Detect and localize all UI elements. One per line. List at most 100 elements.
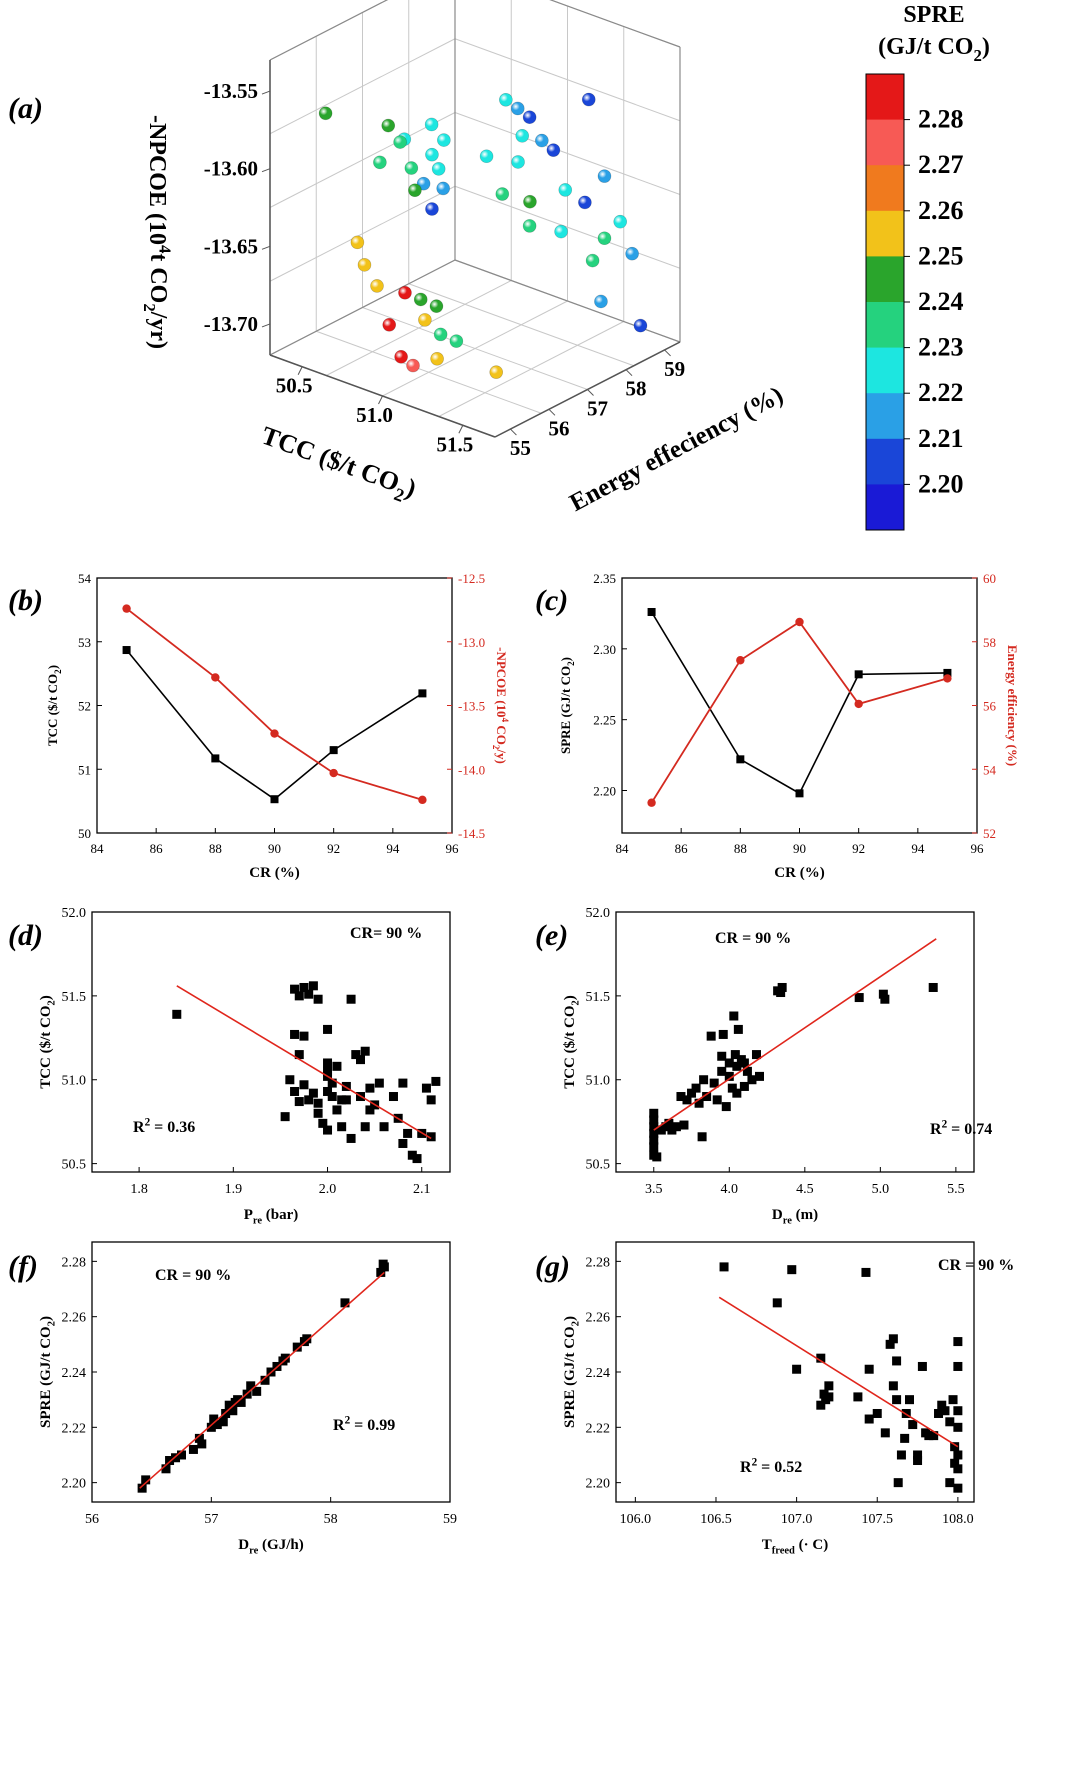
left-y-tick-label: 54: [78, 571, 92, 586]
data-point: [649, 1142, 659, 1152]
z-tick: [261, 245, 271, 250]
data-sphere: [511, 155, 525, 169]
x-tick: [297, 366, 303, 375]
x-tick-label: 58: [324, 1512, 338, 1527]
colorbar-title: SPRE: [903, 2, 964, 28]
data-point: [913, 1456, 923, 1466]
data-sphere: [489, 365, 504, 379]
data-point: [776, 988, 786, 998]
x-axis-title: TCC ($/t CO2): [256, 420, 420, 508]
x-tick-label: 4.0: [721, 1182, 739, 1197]
data-point: [872, 1408, 882, 1418]
data-point: [900, 1433, 910, 1443]
data-point: [206, 1422, 216, 1432]
x-tick-label: 92: [327, 841, 340, 856]
data-point: [908, 1420, 918, 1430]
x-tick-label: 5.5: [947, 1182, 965, 1197]
data-point: [403, 1128, 413, 1138]
colorbar-tick-label: 2.25: [918, 241, 964, 270]
data-point: [888, 1381, 898, 1391]
right-series-point: [122, 604, 131, 613]
data-point: [727, 1083, 737, 1093]
data-point: [302, 1334, 312, 1344]
data-point: [880, 1428, 890, 1438]
data-sphere: [499, 92, 513, 107]
x-tick-label: 2.1: [413, 1182, 431, 1197]
y-tick-label: 51.0: [586, 1074, 611, 1089]
data-sphere: [585, 253, 600, 268]
data-point: [687, 1088, 697, 1098]
data-point: [649, 1135, 659, 1145]
r-squared: R2 = 0.74: [930, 1119, 992, 1138]
data-sphere: [424, 117, 439, 132]
y-tick-label: 2.20: [586, 1477, 611, 1492]
data-point: [937, 1400, 947, 1410]
panel-f: (f) 56 57 58 59 2.20 2.22 2.24 2.26 2.28 Dre (GJ/h…: [8, 1241, 457, 1557]
left-series-point: [854, 670, 863, 679]
data-point: [327, 1092, 337, 1102]
right-y-tick-label: 60: [983, 571, 996, 586]
data-point: [313, 1098, 323, 1108]
y-tick: [510, 428, 517, 436]
left-y-tick-label: 2.20: [593, 784, 616, 799]
x-axis-title: CR (%): [774, 865, 824, 881]
y-tick-label: 2.24: [62, 1366, 87, 1381]
right-series-point: [270, 729, 279, 738]
colorbar-tick-label: 2.21: [918, 424, 964, 453]
x-tick-label: 4.5: [796, 1182, 814, 1197]
data-point: [323, 1024, 333, 1034]
data-point: [953, 1464, 963, 1474]
data-point: [853, 1392, 863, 1402]
x-tick-label: 84: [616, 841, 630, 856]
right-series-point: [211, 673, 220, 682]
data-sphere: [625, 246, 639, 261]
left-y-tick-label: 50: [78, 826, 91, 841]
colorbar-tick-label: 2.24: [918, 287, 964, 316]
y-axis-title: SPRE (GJ/t CO2): [38, 1316, 58, 1428]
data-point: [732, 1088, 742, 1098]
data-point: [356, 1055, 365, 1065]
data-point: [426, 1132, 436, 1142]
panel-label-c: (c): [535, 584, 568, 617]
data-point: [950, 1442, 960, 1452]
data-point: [161, 1464, 171, 1474]
x-tick: [458, 425, 464, 434]
x-tick-label: 84: [91, 841, 105, 856]
y-tick-label: 51.0: [62, 1074, 87, 1089]
data-sphere: [479, 149, 494, 164]
right-y-tick-label: -13.0: [458, 635, 485, 650]
left-series-point: [647, 608, 656, 616]
data-sphere: [350, 235, 365, 250]
data-point: [304, 989, 314, 999]
data-point: [360, 1122, 370, 1132]
data-point: [787, 1265, 797, 1275]
data-point: [940, 1406, 950, 1416]
data-sphere: [433, 327, 448, 342]
data-point: [188, 1444, 198, 1454]
colorbar-tick-label: 2.23: [918, 333, 964, 362]
y-tick-label: 58: [626, 377, 647, 401]
z-axis-title: -NPCOE (104t CO2/yr): [140, 115, 175, 349]
data-point: [327, 1078, 337, 1088]
left-y-tick-label: 53: [78, 635, 91, 650]
panel-label-g: (g): [535, 1250, 570, 1283]
y-tick-label: 59: [664, 357, 685, 381]
left-y-tick-label: 2.25: [593, 713, 616, 728]
data-point: [308, 1088, 318, 1098]
data-sphere: [546, 143, 561, 157]
data-sphere: [318, 106, 333, 121]
colorbar-unit: (GJ/t CO2): [878, 34, 990, 65]
z-tick-label: -13.55: [204, 79, 258, 103]
data-sphere: [406, 358, 420, 373]
panel-c: (c) 84 86 88 90 92 94 96 CR (%) 2.20 2.25 2.30 2.35 5…: [535, 571, 1020, 881]
data-point: [671, 1122, 681, 1132]
left-series-point: [270, 795, 279, 804]
data-point: [694, 1098, 704, 1108]
x-tick-label: 88: [209, 841, 222, 856]
data-point: [294, 991, 304, 1001]
data-sphere: [594, 294, 608, 309]
left-series-point: [418, 689, 427, 698]
data-point: [739, 1081, 749, 1091]
y-tick-label: 51.5: [586, 990, 611, 1005]
data-point: [892, 1395, 902, 1405]
